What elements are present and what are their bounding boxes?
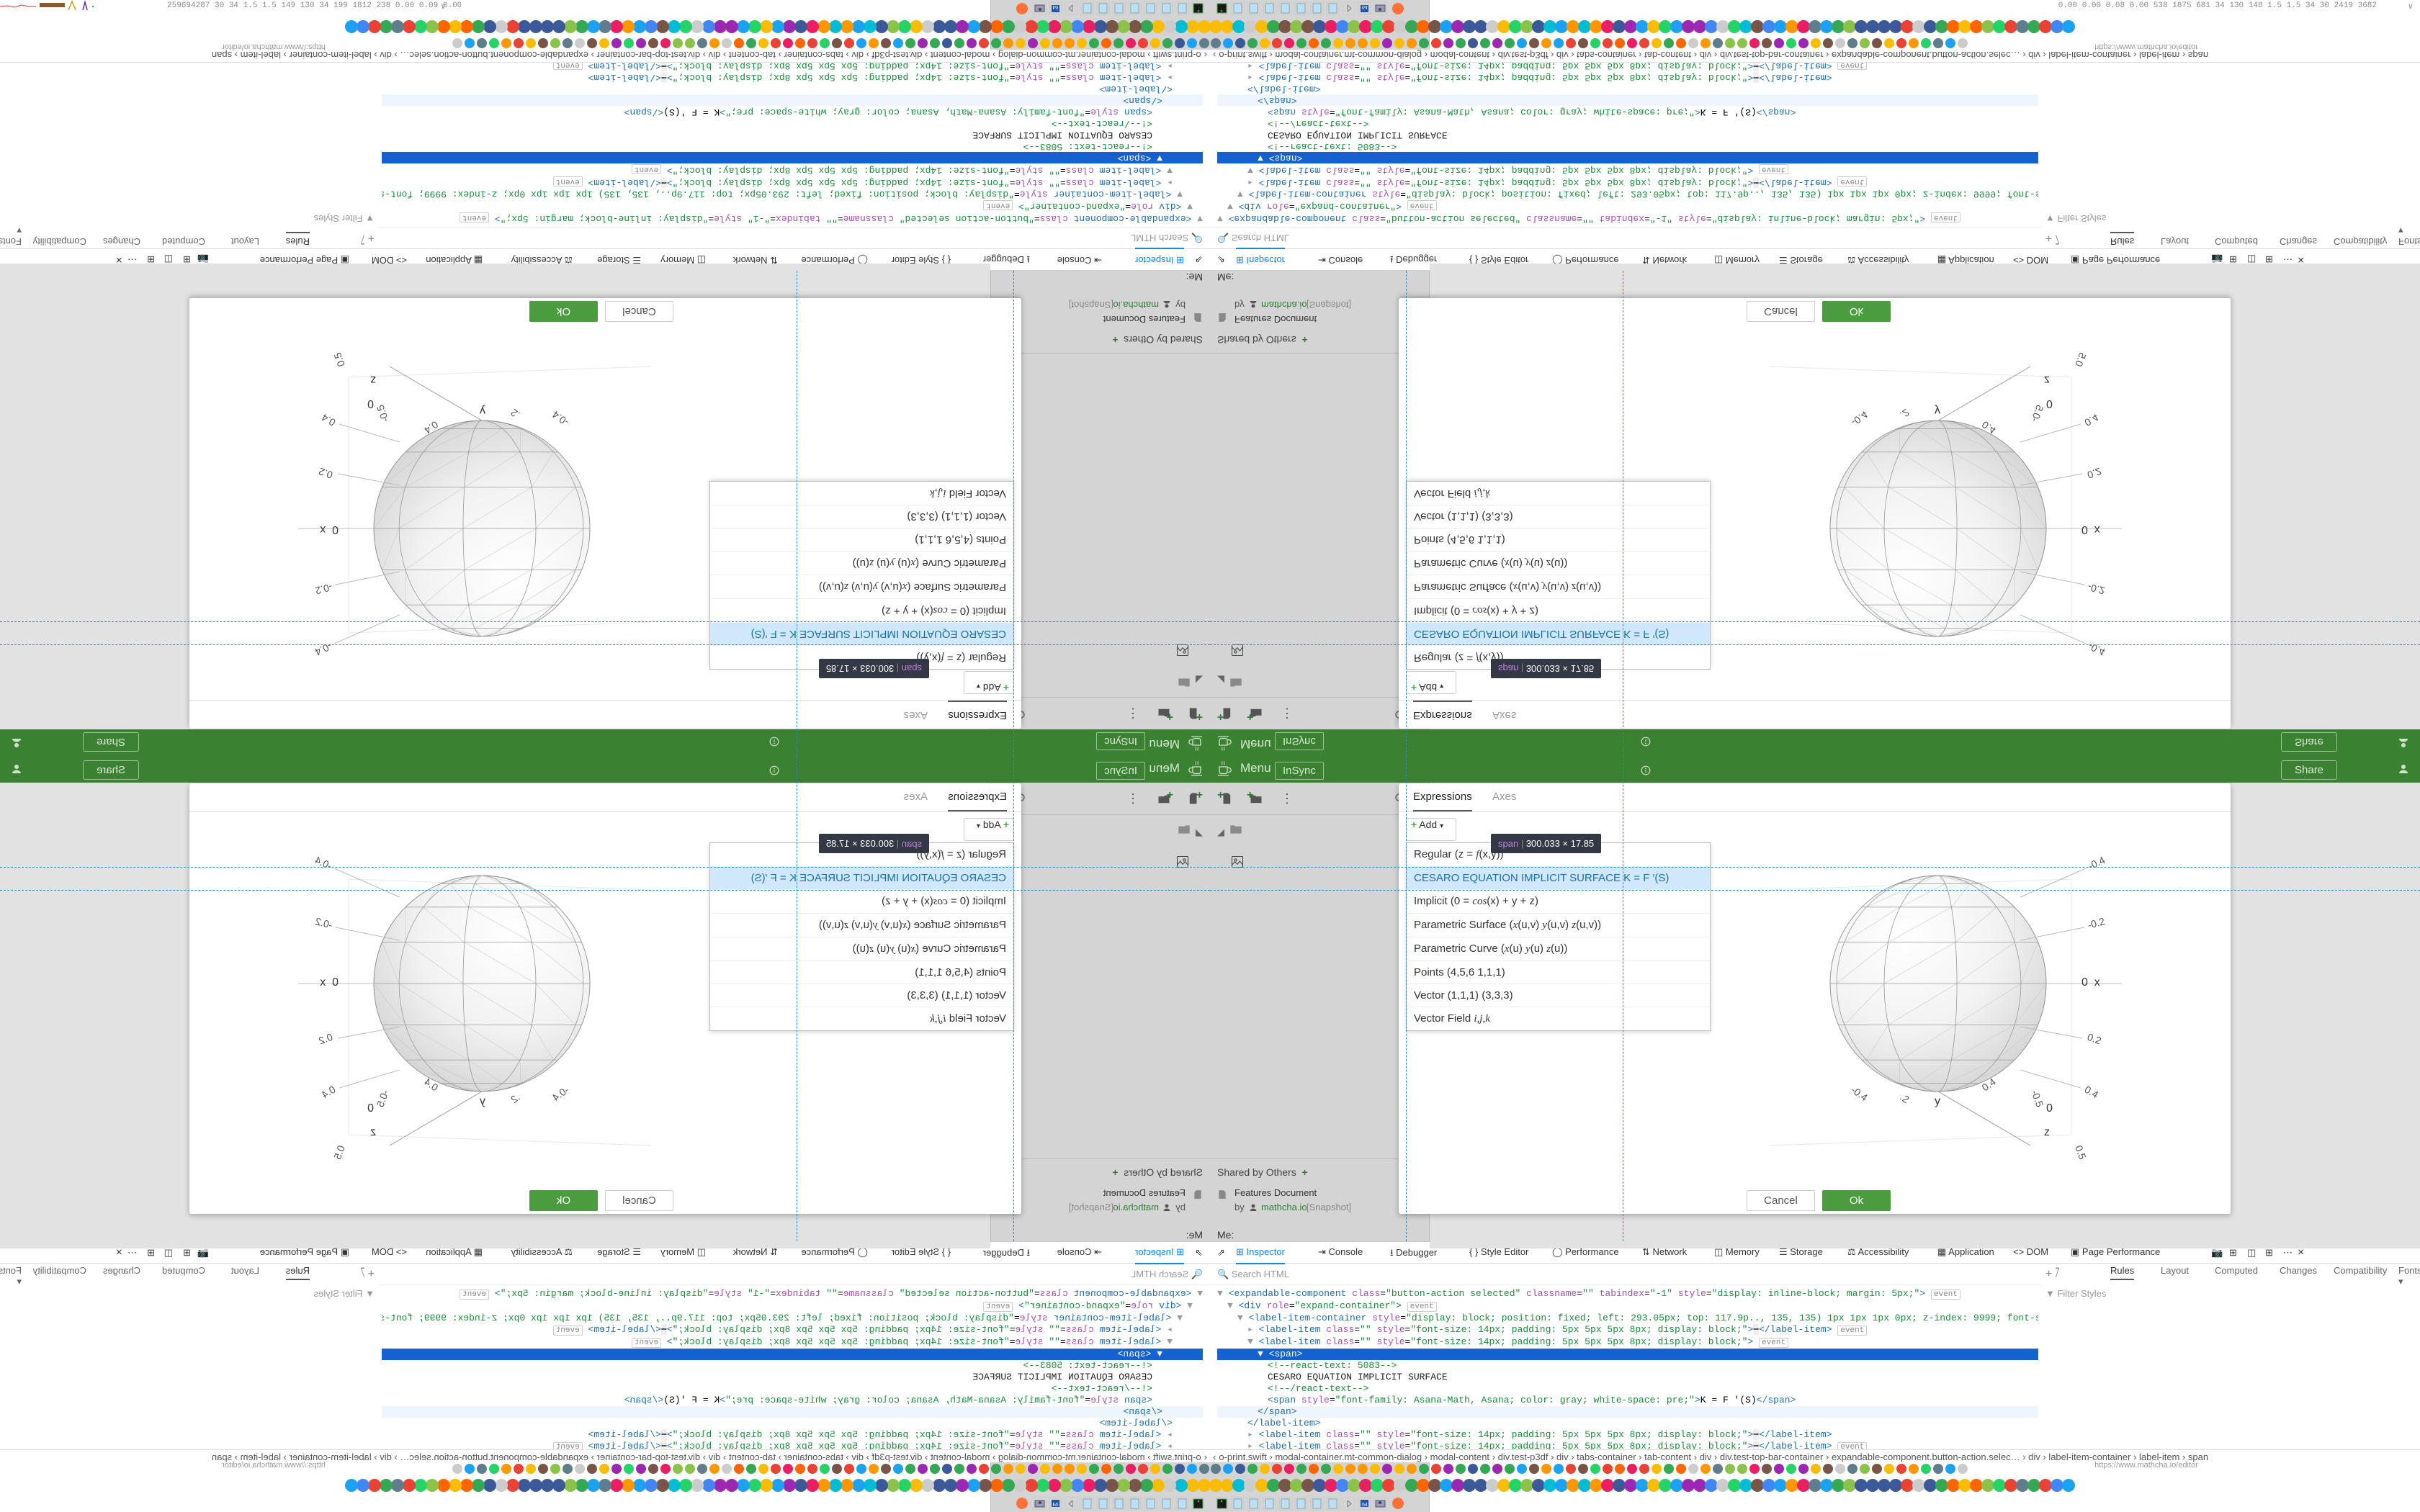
svg-text:0.2: 0.2 [317, 465, 334, 481]
svg-text:.2: .2 [1898, 407, 1912, 421]
svg-text:0.4: 0.4 [2083, 412, 2101, 429]
svg-text:0.4: 0.4 [319, 1084, 337, 1101]
svg-text:-0.2: -0.2 [314, 915, 334, 931]
svg-text:-0.2: -0.2 [2087, 915, 2107, 931]
svg-text:-0.4: -0.4 [2087, 640, 2107, 658]
svg-text:0 x: 0 x [2081, 976, 2100, 989]
svg-text:z: z [370, 374, 376, 386]
svg-text:64: 64 [1052, 1503, 1058, 1508]
svg-text:64: 64 [1362, 1503, 1368, 1508]
svg-text:0.5: 0.5 [2073, 1144, 2089, 1161]
svg-text:-0.5: -0.5 [374, 403, 390, 423]
svg-text:64: 64 [1362, 4, 1368, 9]
svg-text:0.2: 0.2 [2086, 1031, 2103, 1047]
svg-text:y: y [1935, 405, 1940, 417]
svg-text:-0.4: -0.4 [313, 640, 334, 658]
svg-text:0: 0 [2046, 1102, 2053, 1115]
svg-text:0 x: 0 x [2081, 523, 2100, 536]
svg-text:y: y [480, 405, 485, 417]
svg-text:0.5: 0.5 [331, 351, 347, 368]
svg-text:0 x: 0 x [320, 976, 339, 989]
svg-text:-0.4: -0.4 [2087, 854, 2107, 872]
svg-text:0: 0 [2046, 397, 2053, 410]
svg-text:0.5: 0.5 [2073, 351, 2089, 368]
svg-text:-0.4: -0.4 [313, 854, 334, 872]
svg-text:z: z [2044, 1126, 2050, 1138]
svg-text:0.2: 0.2 [317, 1031, 334, 1047]
svg-text:z: z [370, 1126, 376, 1138]
svg-text:64: 64 [1052, 4, 1058, 9]
svg-text:-0.4: -0.4 [1849, 409, 1870, 428]
svg-text:0.4: 0.4 [2083, 1084, 2101, 1101]
svg-text:-0.5: -0.5 [2029, 1089, 2045, 1109]
svg-text:-0.2: -0.2 [314, 581, 334, 597]
svg-text:-0.4: -0.4 [550, 409, 571, 428]
svg-text:0.4: 0.4 [319, 412, 337, 429]
svg-text:0.5: 0.5 [331, 1144, 347, 1161]
svg-text:0: 0 [367, 1102, 374, 1115]
svg-text:-0.5: -0.5 [2029, 403, 2045, 423]
svg-text:y: y [480, 1095, 485, 1107]
svg-text:.2: .2 [508, 1091, 522, 1105]
svg-text:z: z [2044, 374, 2050, 386]
svg-text:-0.5: -0.5 [374, 1089, 390, 1109]
svg-text:-0.4: -0.4 [550, 1084, 571, 1103]
svg-text:y: y [1935, 1095, 1940, 1107]
svg-text:.2: .2 [508, 407, 522, 421]
svg-text:.2: .2 [1898, 1091, 1912, 1105]
svg-text:-0.2: -0.2 [2087, 581, 2107, 597]
svg-text:0: 0 [367, 397, 374, 410]
svg-text:-0.4: -0.4 [1849, 1084, 1870, 1103]
svg-text:0.2: 0.2 [2086, 465, 2103, 481]
svg-text:0 x: 0 x [320, 523, 339, 536]
